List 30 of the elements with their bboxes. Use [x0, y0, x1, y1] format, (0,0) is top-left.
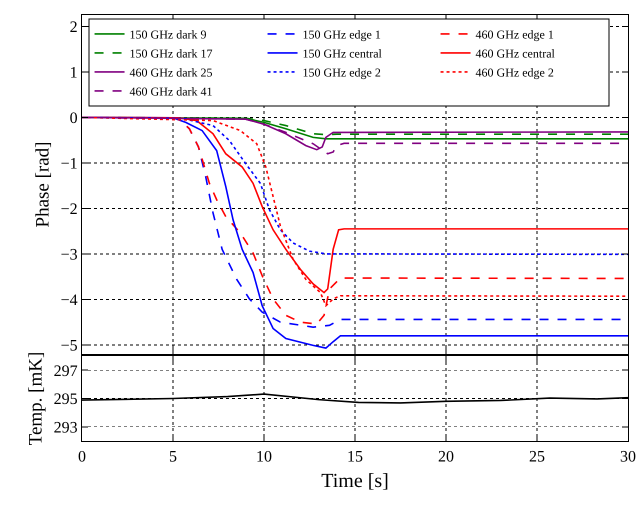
legend-label: 150 GHz edge 2 [302, 66, 381, 80]
legend-label: 460 GHz edge 2 [476, 66, 554, 80]
legend-label: 460 GHz edge 1 [476, 28, 554, 42]
y-tick-label: −3 [60, 246, 78, 264]
x-tick-label: 5 [169, 448, 177, 466]
x-tick-label: 30 [620, 448, 636, 466]
legend-label: 460 GHz dark 41 [130, 84, 213, 99]
legend-label: 460 GHz dark 25 [130, 66, 213, 80]
x-tick-label: 10 [256, 448, 272, 466]
y-axis-title: Temp. [mK] [26, 352, 47, 446]
legend-label: 460 GHz central [476, 46, 556, 61]
y-tick-label: 293 [54, 419, 78, 436]
y-tick-label: −5 [60, 338, 78, 354]
legend-label: 150 GHz dark 9 [130, 28, 207, 42]
y-tick-label: 297 [54, 362, 78, 380]
y-tick-label: 295 [54, 391, 78, 408]
y-tick-label: −2 [60, 200, 78, 218]
legend-label: 150 GHz edge 1 [302, 28, 381, 42]
legend-label: 150 GHz dark 17 [130, 46, 213, 61]
y-axis-title: Phase [rad] [32, 142, 54, 228]
y-tick-label: 2 [70, 18, 78, 36]
x-axis-title: Time [s] [321, 470, 389, 492]
x-tick-label: 15 [347, 448, 363, 466]
y-tick-label: 0 [70, 110, 78, 127]
y-tick-label: −1 [60, 155, 78, 172]
x-tick-label: 25 [529, 448, 545, 466]
y-tick-label: −4 [60, 292, 78, 309]
legend-label: 150 GHz central [302, 46, 383, 61]
x-tick-label: 20 [438, 448, 454, 466]
y-tick-label: 1 [70, 64, 78, 82]
